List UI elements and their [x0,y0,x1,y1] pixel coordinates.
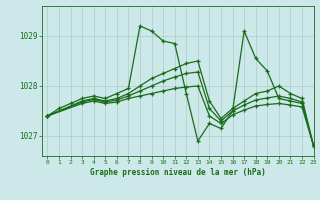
X-axis label: Graphe pression niveau de la mer (hPa): Graphe pression niveau de la mer (hPa) [90,168,266,177]
